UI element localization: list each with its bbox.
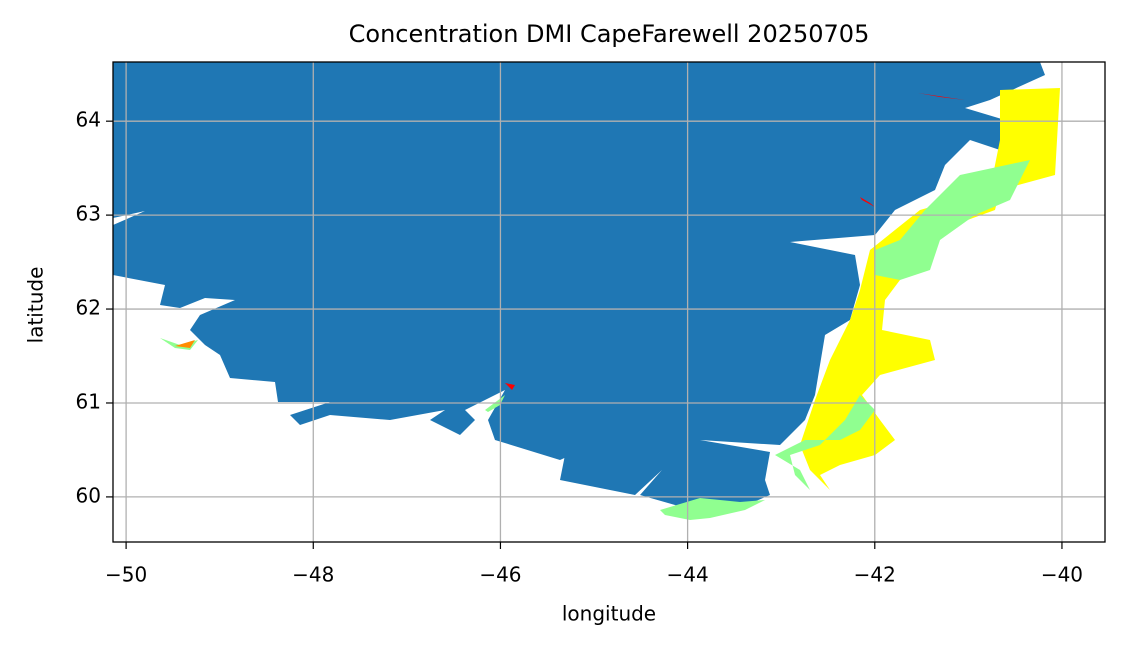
ice-green [660,498,765,520]
axes: −50 −48 −46 −44 −42 −40 60 61 62 63 64 [76,62,1105,587]
ice-red [505,383,515,390]
ice-green [485,385,510,412]
x-tick-label: −48 [292,563,334,587]
x-tick-label: −42 [854,563,896,587]
x-tick-label: −44 [667,563,709,587]
plot-frame [112,61,1106,543]
x-tick-label: −46 [479,563,521,587]
ice-green [775,395,875,490]
x-tick-label: −50 [105,563,147,587]
ice-red [918,93,965,100]
ice-orange [175,340,195,348]
y-tick-label: 61 [76,389,101,413]
y-tick-label: 62 [76,296,101,320]
y-tick-label: 60 [76,483,101,507]
ice-green [875,160,1030,280]
y-tick-label: 64 [76,108,101,132]
x-axis-label: longitude [562,602,656,626]
y-axis-label: latitude [24,267,48,344]
land [113,62,1045,513]
y-tick-label: 63 [76,202,101,226]
ice-red [860,197,875,207]
map-layer [113,62,1060,520]
chart-title: Concentration DMI CapeFarewell 20250705 [349,20,870,48]
x-tick-label: −40 [1041,563,1083,587]
